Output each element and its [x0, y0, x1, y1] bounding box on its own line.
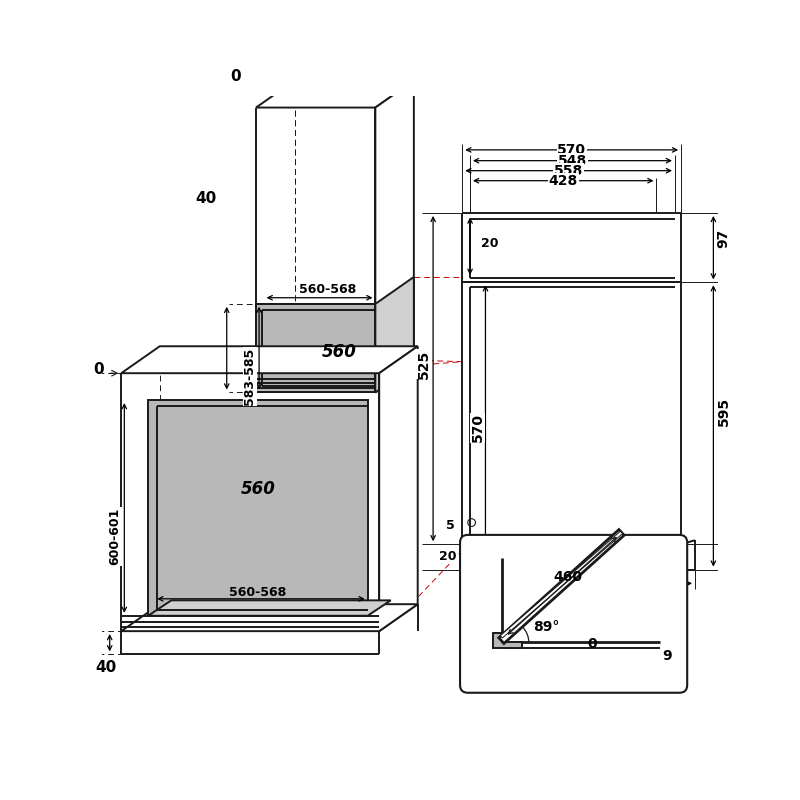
Text: 460: 460	[553, 570, 582, 584]
Polygon shape	[256, 81, 414, 107]
Text: 97: 97	[716, 229, 730, 248]
Polygon shape	[493, 633, 522, 648]
Text: 558: 558	[554, 164, 583, 178]
Polygon shape	[122, 604, 418, 631]
Text: 40: 40	[95, 661, 117, 675]
Text: 428: 428	[549, 174, 578, 188]
Text: 0: 0	[230, 70, 241, 84]
Text: 600-601: 600-601	[109, 508, 122, 566]
Polygon shape	[498, 530, 624, 643]
Text: 560-568: 560-568	[298, 283, 356, 296]
Text: 548: 548	[558, 154, 587, 168]
Polygon shape	[375, 81, 414, 393]
Polygon shape	[148, 600, 390, 616]
Text: 595: 595	[716, 397, 730, 426]
Text: 583-585: 583-585	[243, 348, 256, 406]
Polygon shape	[375, 277, 414, 393]
Text: 570: 570	[558, 143, 586, 157]
Polygon shape	[256, 304, 375, 393]
Text: 525: 525	[417, 350, 431, 378]
Text: 560-568: 560-568	[230, 586, 286, 599]
Text: 0: 0	[587, 638, 597, 651]
Polygon shape	[122, 346, 418, 373]
Text: 5: 5	[446, 518, 455, 532]
Text: 20: 20	[481, 238, 498, 250]
FancyBboxPatch shape	[460, 535, 687, 693]
Polygon shape	[500, 531, 622, 638]
Polygon shape	[148, 400, 368, 616]
Text: 0: 0	[94, 362, 104, 377]
Text: 89°: 89°	[534, 619, 559, 634]
Polygon shape	[379, 346, 418, 631]
Text: 560: 560	[241, 480, 275, 498]
Text: 9: 9	[662, 649, 672, 662]
Text: 40: 40	[195, 190, 217, 206]
Text: 560: 560	[322, 343, 356, 361]
Text: 570: 570	[470, 414, 485, 442]
Text: 595: 595	[573, 577, 602, 590]
Text: 20: 20	[438, 550, 456, 563]
